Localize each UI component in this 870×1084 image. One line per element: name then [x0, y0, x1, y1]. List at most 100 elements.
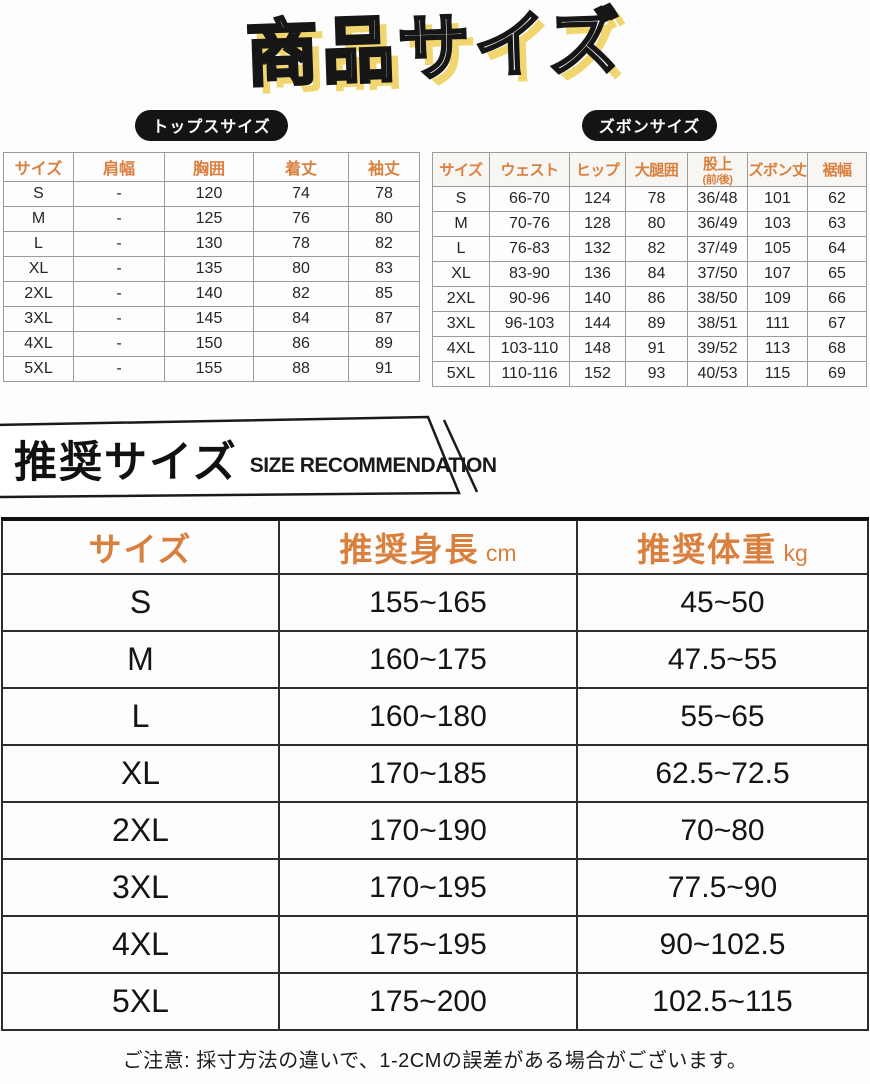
table-cell: 113 [747, 336, 808, 362]
table-cell: 125 [164, 206, 254, 232]
pants-size-badge: ズボンサイズ [581, 110, 718, 141]
table-cell: 152 [569, 361, 626, 387]
tops-size-section: トップスサイズ サイズ 肩幅 胸囲 着丈 袖丈 S -120 74 78 M -125 76 80 L -… [3, 110, 420, 387]
recommendation-heading-en: SIZE RECOMMENDATION [249, 454, 497, 477]
table-cell: 86 [625, 286, 688, 312]
tops-table-row: 5XL -155 88 91 [3, 356, 420, 382]
column-header: 胸囲 [164, 152, 254, 182]
pants-table-row: S 66-70 124 78 36/48 101 62 [432, 186, 867, 212]
table-cell: 76-83 [489, 236, 570, 262]
table-cell: XL [3, 256, 74, 282]
table-cell: 91 [348, 356, 420, 382]
page-title: 商品サイズ [243, 1, 626, 97]
table-cell: 136 [569, 261, 626, 287]
table-cell: 65 [807, 261, 867, 287]
column-header: ヒップ [569, 152, 626, 187]
recommendation-table: サイズ 推奨身長 cm 推奨体重 kg S 155~165 45~50 M 160~175 4… [1, 517, 869, 1031]
table-cell: L [432, 236, 490, 262]
table-cell: 140 [164, 281, 254, 307]
column-header-unit: kg [777, 540, 808, 566]
measurement-note: ご注意: 採寸方法の違いで、1-2CMの誤差がある場合がございます。 [122, 1050, 748, 1072]
table-cell: 103 [747, 211, 808, 237]
table-cell: XL [432, 261, 490, 287]
table-cell: 55~65 [576, 687, 869, 746]
table-cell: 5XL [3, 356, 74, 382]
column-header: 大腿囲 [625, 152, 688, 187]
column-header-label: サイズ [88, 531, 193, 568]
pants-table-row: XL 83-90 136 84 37/50 107 65 [432, 261, 867, 287]
column-header-label: ヒップ [575, 162, 620, 179]
tops-table-row: S -120 74 78 [3, 181, 420, 207]
table-cell: 144 [569, 311, 626, 337]
table-cell: 4XL [3, 331, 74, 357]
table-cell: - [73, 206, 165, 232]
pants-size-table: サイズ ウェスト ヒップ 大腿囲 股上 (前/後) ズボン丈 裾幅 S 66-70 124 78 36… [432, 152, 867, 387]
column-header-label: 推奨体重 [637, 531, 778, 568]
size-tables-section: トップスサイズ サイズ 肩幅 胸囲 着丈 袖丈 S -120 74 78 M -125 76 80 L -… [0, 110, 870, 387]
column-header: サイズ [432, 152, 490, 187]
table-cell: S [3, 181, 74, 207]
recommendation-table-row: S 155~165 45~50 [1, 573, 869, 632]
table-cell: 77.5~90 [576, 858, 869, 917]
table-cell: 170~195 [278, 858, 578, 917]
column-header: ズボン丈 [747, 152, 808, 187]
table-cell: 111 [747, 311, 808, 337]
table-cell: 87 [348, 306, 420, 332]
table-cell: 78 [625, 186, 688, 212]
table-cell: 64 [807, 236, 867, 262]
table-cell: 82 [348, 231, 420, 257]
table-cell: XL [1, 744, 280, 803]
table-cell: 66-70 [489, 186, 570, 212]
table-cell: 2XL [432, 286, 490, 312]
tops-size-table: サイズ 肩幅 胸囲 着丈 袖丈 S -120 74 78 M -125 76 80 L -130 78 82 X… [3, 152, 420, 382]
column-header-subline: (前/後) [702, 174, 733, 186]
table-cell: 89 [625, 311, 688, 337]
table-cell: M [1, 630, 280, 689]
column-header-label: 大腿囲 [634, 162, 679, 179]
table-cell: 89 [348, 331, 420, 357]
table-cell: 115 [747, 361, 808, 387]
tops-header-row: サイズ 肩幅 胸囲 着丈 袖丈 [3, 152, 420, 182]
table-cell: 86 [253, 331, 349, 357]
table-cell: 107 [747, 261, 808, 287]
tops-table-row: 4XL -150 86 89 [3, 331, 420, 357]
pants-table-row: L 76-83 132 82 37/49 105 64 [432, 236, 867, 262]
table-cell: - [73, 356, 165, 382]
table-cell: 124 [569, 186, 626, 212]
table-cell: 170~185 [278, 744, 578, 803]
table-cell: 96-103 [489, 311, 570, 337]
table-cell: 38/50 [687, 286, 748, 312]
table-cell: M [3, 206, 74, 232]
table-cell: 3XL [432, 311, 490, 337]
table-cell: 5XL [1, 972, 280, 1031]
table-cell: 3XL [3, 306, 74, 332]
table-cell: 62.5~72.5 [576, 744, 869, 803]
table-cell: 37/49 [687, 236, 748, 262]
table-cell: - [73, 256, 165, 282]
table-cell: M [432, 211, 490, 237]
recommendation-table-row: XL 170~185 62.5~72.5 [1, 744, 869, 803]
table-cell: 39/52 [687, 336, 748, 362]
table-cell: 37/50 [687, 261, 748, 287]
table-cell: 70~80 [576, 801, 869, 860]
table-cell: 160~175 [278, 630, 578, 689]
table-cell: 135 [164, 256, 254, 282]
table-cell: 83-90 [489, 261, 570, 287]
table-cell: S [432, 186, 490, 212]
table-cell: 67 [807, 311, 867, 337]
tops-table-row: 3XL -145 84 87 [3, 306, 420, 332]
table-cell: 82 [625, 236, 688, 262]
table-cell: - [73, 231, 165, 257]
table-cell: 160~180 [278, 687, 578, 746]
pants-table-row: M 70-76 128 80 36/49 103 63 [432, 211, 867, 237]
recommendation-table-row: M 160~175 47.5~55 [1, 630, 869, 689]
table-cell: 84 [625, 261, 688, 287]
column-header-label: ウェスト [500, 162, 559, 179]
table-cell: 62 [807, 186, 867, 212]
tops-table-row: 2XL -140 82 85 [3, 281, 420, 307]
table-cell: 103-110 [489, 336, 570, 362]
table-cell: 38/51 [687, 311, 748, 337]
table-cell: 4XL [432, 336, 490, 362]
recommendation-table-row: 5XL 175~200 102.5~115 [1, 972, 869, 1031]
column-header: サイズ [1, 517, 280, 575]
